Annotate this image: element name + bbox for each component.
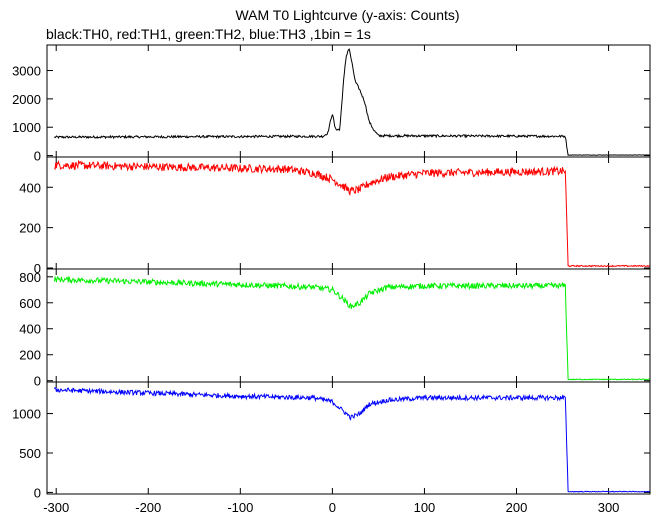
series-line-0 xyxy=(54,48,650,156)
x-tick-label: 100 xyxy=(414,500,436,515)
y-tick-label: 600 xyxy=(19,296,41,311)
y-tick-label: 1000 xyxy=(12,407,41,422)
series-line-2 xyxy=(53,275,650,381)
y-tick-label: 200 xyxy=(19,221,41,236)
panel-frame-2 xyxy=(46,268,651,383)
y-tick-label: 500 xyxy=(19,446,41,461)
panel-frame-0 xyxy=(46,44,651,158)
x-tick-label: -200 xyxy=(135,500,161,515)
x-tick-label: 0 xyxy=(329,500,336,515)
chart-title: WAM T0 Lightcurve (y-axis: Counts) xyxy=(235,7,460,23)
x-tick-label: -100 xyxy=(227,500,253,515)
y-tick-label: 3000 xyxy=(12,64,41,79)
panel-frame-3 xyxy=(46,381,651,495)
y-tick-label: 0 xyxy=(34,261,41,276)
y-tick-label: 400 xyxy=(19,322,41,337)
y-tick-label: 400 xyxy=(19,180,41,195)
y-tick-label: 0 xyxy=(34,149,41,164)
x-tick-label: -300 xyxy=(43,500,69,515)
y-tick-label: 1000 xyxy=(12,120,41,135)
panel-frame-1 xyxy=(46,156,651,270)
series-line-3 xyxy=(53,387,650,493)
x-tick-label: 300 xyxy=(598,500,620,515)
y-tick-label: 0 xyxy=(34,374,41,389)
y-tick-label: 200 xyxy=(19,348,41,363)
y-tick-label: 0 xyxy=(34,485,41,500)
y-tick-label: 800 xyxy=(19,270,41,285)
y-tick-label: 2000 xyxy=(12,92,41,107)
series-line-1 xyxy=(53,159,650,268)
x-tick-label: 200 xyxy=(506,500,528,515)
chart-legend-caption: black:TH0, red:TH1, green:TH2, blue:TH3 … xyxy=(46,26,371,42)
